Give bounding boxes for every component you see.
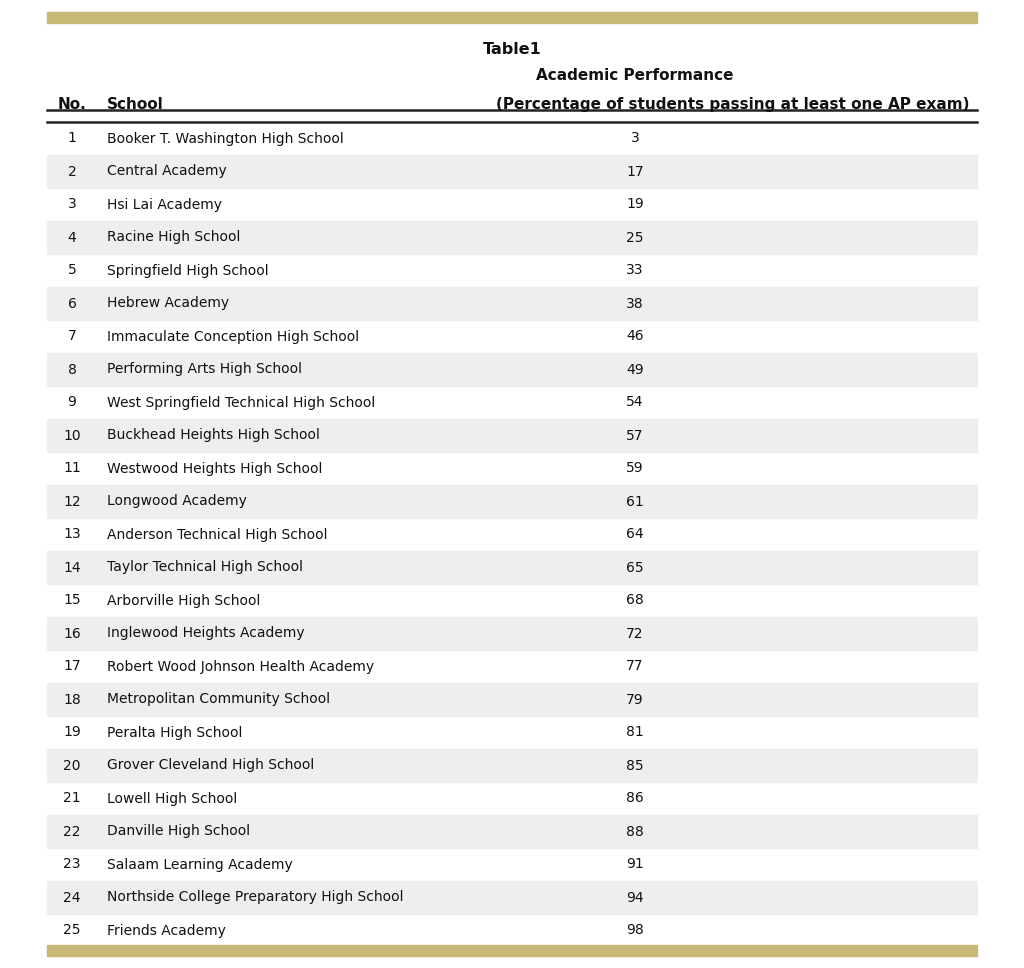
Text: Inglewood Heights Academy: Inglewood Heights Academy [106,626,304,641]
Text: Booker T. Washington High School: Booker T. Washington High School [106,132,344,145]
Text: Metropolitan Community School: Metropolitan Community School [106,692,330,707]
Bar [47,749,977,782]
Text: Hebrew Academy: Hebrew Academy [106,296,229,311]
Text: 12: 12 [63,495,81,508]
Text: 81: 81 [626,725,644,740]
Text: 94: 94 [627,891,644,904]
Text: 1: 1 [68,132,77,145]
Text: Buckhead Heights High School: Buckhead Heights High School [106,429,319,442]
Text: 5: 5 [68,263,77,278]
Text: Racine High School: Racine High School [106,230,241,245]
Text: Arborville High School: Arborville High School [106,593,260,608]
Text: 23: 23 [63,858,81,871]
Text: Lowell High School: Lowell High School [106,792,238,805]
Bar [47,683,977,716]
Text: Danville High School: Danville High School [106,825,250,838]
Text: 88: 88 [626,825,644,838]
Text: 3: 3 [68,197,77,211]
Text: 8: 8 [68,362,77,377]
Text: 19: 19 [626,197,644,211]
Text: 14: 14 [63,560,81,574]
Text: 2: 2 [68,165,77,178]
Text: 46: 46 [627,329,644,344]
Text: 38: 38 [627,296,644,311]
Text: 21: 21 [63,792,81,805]
Text: 4: 4 [68,230,77,245]
Text: 65: 65 [627,560,644,574]
Text: 17: 17 [63,659,81,674]
Bar [47,155,977,188]
Text: 85: 85 [627,759,644,772]
Text: 77: 77 [627,659,644,674]
Text: 79: 79 [627,692,644,707]
Bar [47,287,977,320]
Text: 17: 17 [627,165,644,178]
Text: 59: 59 [627,462,644,475]
Text: Hsi Lai Academy: Hsi Lai Academy [106,197,222,211]
Text: Table1: Table1 [482,42,542,57]
Bar [47,12,977,23]
Text: Anderson Technical High School: Anderson Technical High School [106,528,328,541]
Text: 16: 16 [63,626,81,641]
Text: 25: 25 [627,230,644,245]
Bar [47,485,977,518]
Text: Immaculate Conception High School: Immaculate Conception High School [106,329,359,344]
Text: 98: 98 [626,923,644,937]
Text: Robert Wood Johnson Health Academy: Robert Wood Johnson Health Academy [106,659,374,674]
Text: 72: 72 [627,626,644,641]
Text: Westwood Heights High School: Westwood Heights High School [106,462,323,475]
Text: 20: 20 [63,759,81,772]
Text: 9: 9 [68,396,77,409]
Text: 7: 7 [68,329,77,344]
Text: Central Academy: Central Academy [106,165,226,178]
Text: Salaam Learning Academy: Salaam Learning Academy [106,858,293,871]
Text: Northside College Preparatory High School: Northside College Preparatory High Schoo… [106,891,403,904]
Text: Performing Arts High School: Performing Arts High School [106,362,302,377]
Text: Springfield High School: Springfield High School [106,263,268,278]
Text: 15: 15 [63,593,81,608]
Text: 24: 24 [63,891,81,904]
Text: Taylor Technical High School: Taylor Technical High School [106,560,303,574]
Text: 91: 91 [626,858,644,871]
Text: School: School [106,97,164,112]
Text: 86: 86 [626,792,644,805]
Bar [47,617,977,650]
Text: Longwood Academy: Longwood Academy [106,495,247,508]
Text: Peralta High School: Peralta High School [106,725,243,740]
Text: (Percentage of students passing at least one AP exam): (Percentage of students passing at least… [497,97,970,112]
Bar [47,419,977,452]
Text: 68: 68 [626,593,644,608]
Text: 61: 61 [626,495,644,508]
Bar [47,881,977,914]
Text: 22: 22 [63,825,81,838]
Bar [47,353,977,386]
Text: 49: 49 [627,362,644,377]
Text: Academic Performance: Academic Performance [537,68,733,83]
Text: 57: 57 [627,429,644,442]
Text: No.: No. [57,97,86,112]
Text: 3: 3 [631,132,639,145]
Text: 11: 11 [63,462,81,475]
Text: 64: 64 [627,528,644,541]
Text: 54: 54 [627,396,644,409]
Text: 25: 25 [63,923,81,937]
Text: West Springfield Technical High School: West Springfield Technical High School [106,396,375,409]
Text: Grover Cleveland High School: Grover Cleveland High School [106,759,314,772]
Text: 6: 6 [68,296,77,311]
Bar [47,945,977,956]
Text: 10: 10 [63,429,81,442]
Bar [47,551,977,584]
Text: 33: 33 [627,263,644,278]
Text: 18: 18 [63,692,81,707]
Text: Friends Academy: Friends Academy [106,923,226,937]
Bar [47,815,977,848]
Bar [47,221,977,254]
Text: 19: 19 [63,725,81,740]
Text: 13: 13 [63,528,81,541]
